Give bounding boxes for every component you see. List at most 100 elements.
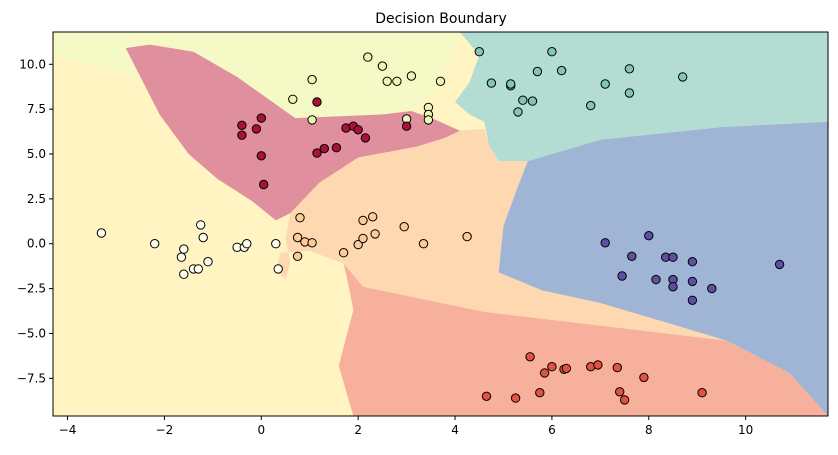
axes-frame: [52, 31, 829, 417]
point-class-3: [319, 143, 329, 154]
x-tick-label: 6: [548, 423, 556, 437]
point-class-0: [96, 228, 107, 238]
point-class-3: [312, 148, 322, 158]
point-class-4: [353, 239, 363, 250]
point-class-0: [179, 269, 189, 279]
point-class-2: [506, 79, 516, 89]
x-tick-label: 2: [354, 423, 362, 437]
point-class-3: [256, 151, 266, 161]
point-class-2: [556, 65, 567, 76]
point-class-2: [600, 79, 610, 89]
point-class-5: [707, 283, 717, 294]
point-class-1: [435, 76, 446, 87]
point-class-5: [668, 282, 678, 292]
point-class-6: [593, 360, 603, 370]
point-class-1: [377, 61, 388, 71]
region-class-4: [275, 128, 727, 341]
point-class-3: [401, 121, 412, 131]
point-class-4: [295, 213, 305, 223]
point-class-6: [561, 363, 572, 374]
point-class-2: [547, 47, 557, 57]
region-class-3: [125, 44, 460, 221]
point-class-2: [532, 66, 543, 77]
point-class-4: [370, 229, 380, 239]
point-class-6: [639, 372, 649, 383]
point-class-0: [242, 239, 252, 249]
point-class-5: [617, 271, 627, 281]
x-tick-label: −2: [156, 423, 174, 437]
point-class-6: [510, 393, 521, 403]
point-class-5: [627, 251, 637, 261]
point-class-4: [307, 238, 317, 248]
y-tick-label: −2.5: [17, 282, 46, 296]
y-tick-label: 10.0: [19, 57, 46, 71]
point-class-3: [360, 133, 371, 143]
point-class-3: [251, 124, 262, 134]
point-class-2: [678, 72, 688, 82]
y-tick-label: 7.5: [27, 102, 46, 116]
point-class-0: [203, 257, 213, 267]
point-class-0: [196, 220, 206, 230]
point-class-0: [271, 239, 281, 249]
point-class-1: [406, 71, 417, 81]
point-class-2: [624, 88, 635, 98]
point-class-6: [615, 387, 625, 397]
y-tick-label: 0.0: [27, 237, 46, 251]
point-class-6: [481, 391, 492, 401]
point-class-4: [358, 233, 368, 244]
point-class-1: [423, 115, 434, 125]
x-tick-label: 8: [645, 423, 653, 437]
point-class-6: [525, 352, 535, 362]
point-class-0: [176, 252, 187, 262]
decision-regions: [53, 32, 828, 416]
x-tick-label: 4: [451, 423, 459, 437]
data-points: [96, 47, 785, 405]
point-class-0: [179, 244, 189, 254]
point-class-1: [288, 94, 298, 105]
point-class-1: [363, 52, 373, 62]
point-class-3: [312, 97, 322, 107]
point-class-5: [687, 276, 698, 287]
point-class-1: [392, 76, 402, 87]
point-class-5: [644, 231, 654, 241]
point-class-6: [612, 362, 622, 373]
y-axis-ticks: 10.0 7.5 5.0 2.5 0.0 −2.5 −5.0 −7.5: [17, 57, 53, 385]
y-tick-label: 2.5: [27, 192, 46, 206]
point-class-0: [193, 264, 204, 274]
point-class-3: [259, 179, 269, 190]
point-class-4: [462, 231, 472, 242]
point-class-0: [150, 239, 160, 249]
region-class-5: [498, 121, 828, 416]
point-class-4: [292, 251, 303, 261]
region-class-6: [338, 263, 828, 416]
point-class-2: [586, 100, 596, 111]
point-class-5: [668, 252, 678, 262]
point-class-1: [382, 76, 392, 87]
point-class-1: [307, 74, 317, 85]
x-tick-label: 0: [257, 423, 265, 437]
point-class-5: [600, 238, 610, 248]
point-class-2: [513, 107, 523, 117]
point-class-4: [418, 239, 429, 249]
point-class-4: [399, 222, 409, 232]
point-class-4: [358, 215, 368, 226]
point-class-3: [353, 125, 363, 135]
point-class-4: [338, 248, 349, 258]
point-class-2: [518, 95, 528, 105]
point-class-3: [237, 120, 247, 131]
point-class-5: [687, 257, 698, 267]
chart-title: Decision Boundary: [375, 11, 506, 27]
y-tick-label: −7.5: [17, 371, 46, 385]
point-class-3: [256, 113, 266, 123]
point-class-0: [198, 232, 208, 243]
point-class-4: [368, 212, 378, 222]
point-class-4: [292, 232, 303, 243]
point-class-2: [527, 96, 538, 106]
point-class-2: [486, 78, 497, 88]
point-class-5: [651, 274, 661, 285]
point-class-5: [774, 259, 785, 270]
y-tick-label: −5.0: [17, 326, 46, 340]
x-axis-ticks: −4 −2 0 2 4 6 8 10: [59, 416, 753, 437]
